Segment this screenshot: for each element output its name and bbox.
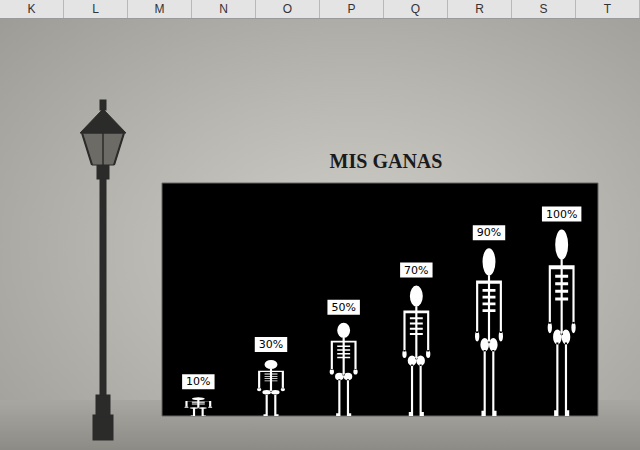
html-text:Q: Q [410,2,421,16]
html-text:M: M [154,2,165,16]
svg-text:90%: 90% [477,226,501,239]
svg-text:MIS GANAS: MIS GANAS [330,150,443,172]
svg-text:30%: 30% [259,338,283,351]
svg-text:50%: 50% [331,301,355,314]
html-text:K: K [27,2,36,16]
html-text:L: L [92,2,99,16]
html-text:P: P [347,2,356,16]
svg-text:100%: 100% [546,208,577,221]
svg-text:10%: 10% [186,375,210,388]
html-text:R: R [475,2,484,16]
html-text:O: O [282,2,293,16]
html-text:N: N [219,2,228,16]
html-text:S: S [539,2,548,16]
svg-text:70%: 70% [404,264,428,277]
html-text:T: T [603,2,612,16]
